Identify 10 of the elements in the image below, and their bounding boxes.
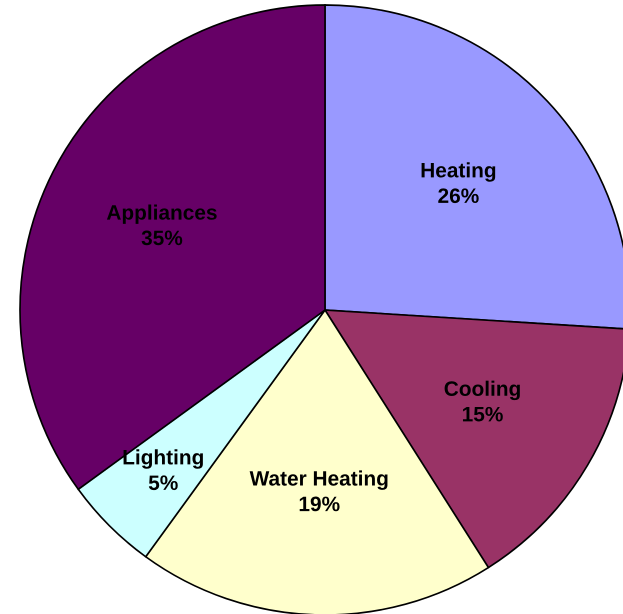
data-label: 5% bbox=[148, 475, 178, 490]
slice-label: Heating bbox=[422, 162, 496, 182]
data-label: 35% bbox=[142, 230, 182, 246]
data-label: 26% bbox=[438, 188, 479, 204]
slice-label: Water Heating bbox=[250, 470, 388, 490]
data-label: 19% bbox=[300, 496, 340, 512]
slice-label: Appliances bbox=[106, 204, 217, 224]
slice-label: Lighting bbox=[124, 449, 203, 469]
slice-label: Cooling bbox=[444, 380, 520, 400]
data-label: 15% bbox=[462, 406, 503, 422]
